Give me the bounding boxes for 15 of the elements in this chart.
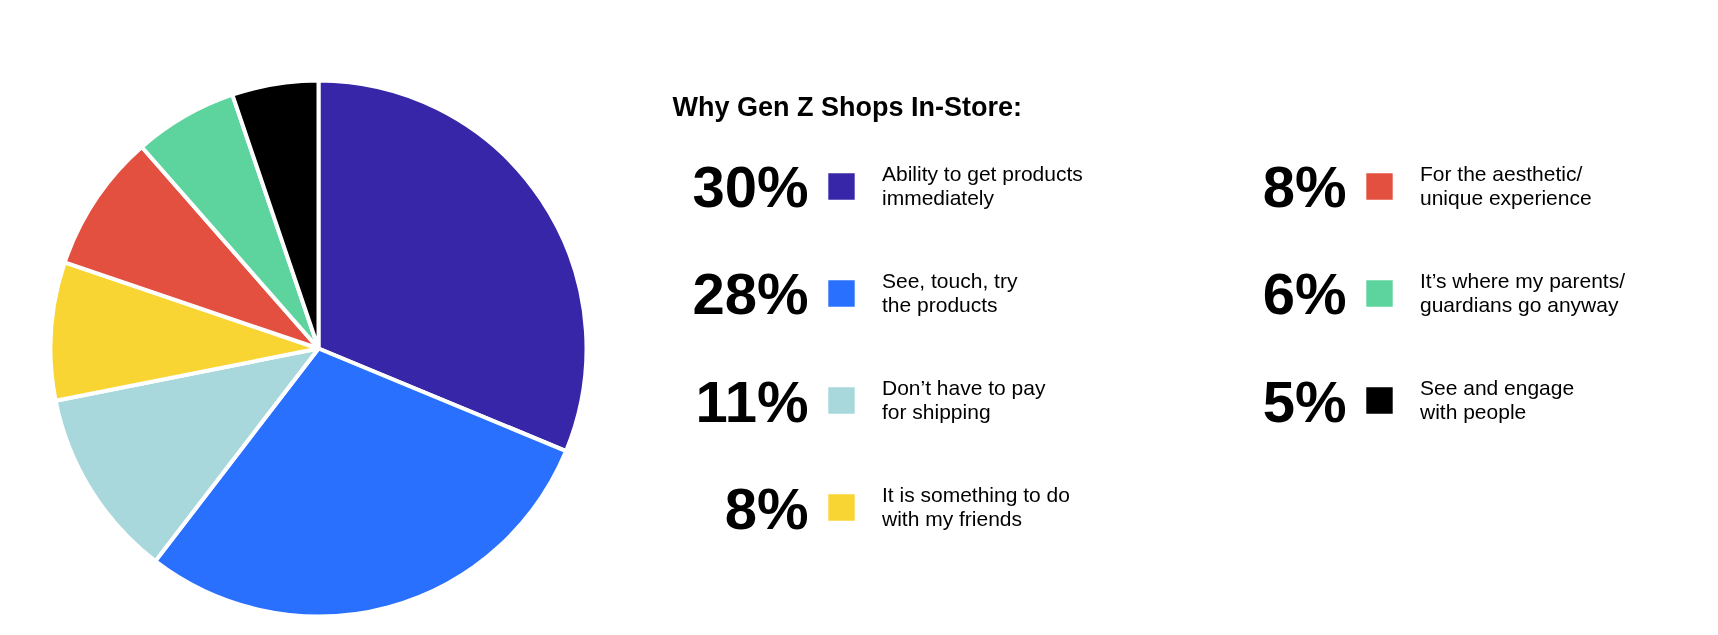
legend-label: Don’t have to pay for shipping	[882, 375, 1046, 425]
legend-label: See and engage with people	[1420, 375, 1575, 425]
chart-title: Why Gen Z Shops In-Store:	[672, 91, 1022, 122]
data-label: 6%	[1262, 261, 1347, 326]
legend-label: It’s where my parents/ guardians go anyway	[1420, 268, 1626, 318]
legend-label: It is something to do with my friends	[882, 482, 1070, 532]
legend-label: Ability to get products immediately	[882, 161, 1083, 211]
data-label: 5%	[1262, 369, 1347, 434]
legend-label: See, touch, try the products	[882, 268, 1018, 318]
legend-label: For the aesthetic/ unique experience	[1420, 161, 1592, 211]
data-label: 11%	[695, 369, 809, 434]
data-label: 28%	[692, 261, 809, 326]
data-label: 30%	[692, 154, 809, 219]
data-label: 8%	[1262, 154, 1347, 219]
data-label: 8%	[724, 476, 809, 541]
